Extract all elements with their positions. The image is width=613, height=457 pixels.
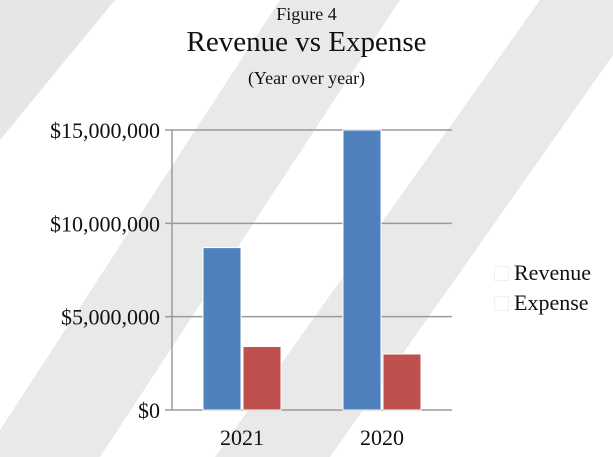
- y-tick-label: $5,000,000: [61, 305, 160, 330]
- legend: Revenue Expense: [494, 258, 591, 318]
- legend-swatch-revenue: [494, 265, 509, 281]
- x-tick-label: 2020: [360, 425, 404, 450]
- chart-title: Revenue vs Expense: [186, 26, 427, 58]
- bar-revenue-2020: [342, 129, 382, 411]
- legend-item-revenue: Revenue: [494, 258, 591, 288]
- legend-swatch-expense: [494, 295, 509, 311]
- bar-expense-2020: [382, 353, 422, 411]
- chart-subtitle: (Year over year): [247, 68, 366, 88]
- legend-label-expense: Expense: [514, 290, 589, 315]
- legend-label-revenue: Revenue: [514, 260, 591, 285]
- bar-expense-2021: [242, 346, 282, 411]
- x-tick-label: 2021: [220, 425, 264, 450]
- figure-label: Figure 4: [276, 4, 337, 24]
- y-tick-label: $10,000,000: [50, 211, 160, 236]
- legend-item-expense: Expense: [494, 288, 591, 318]
- y-tick-label: $15,000,000: [50, 118, 160, 143]
- y-tick-label: $0: [138, 398, 160, 423]
- bar-revenue-2021: [202, 247, 242, 411]
